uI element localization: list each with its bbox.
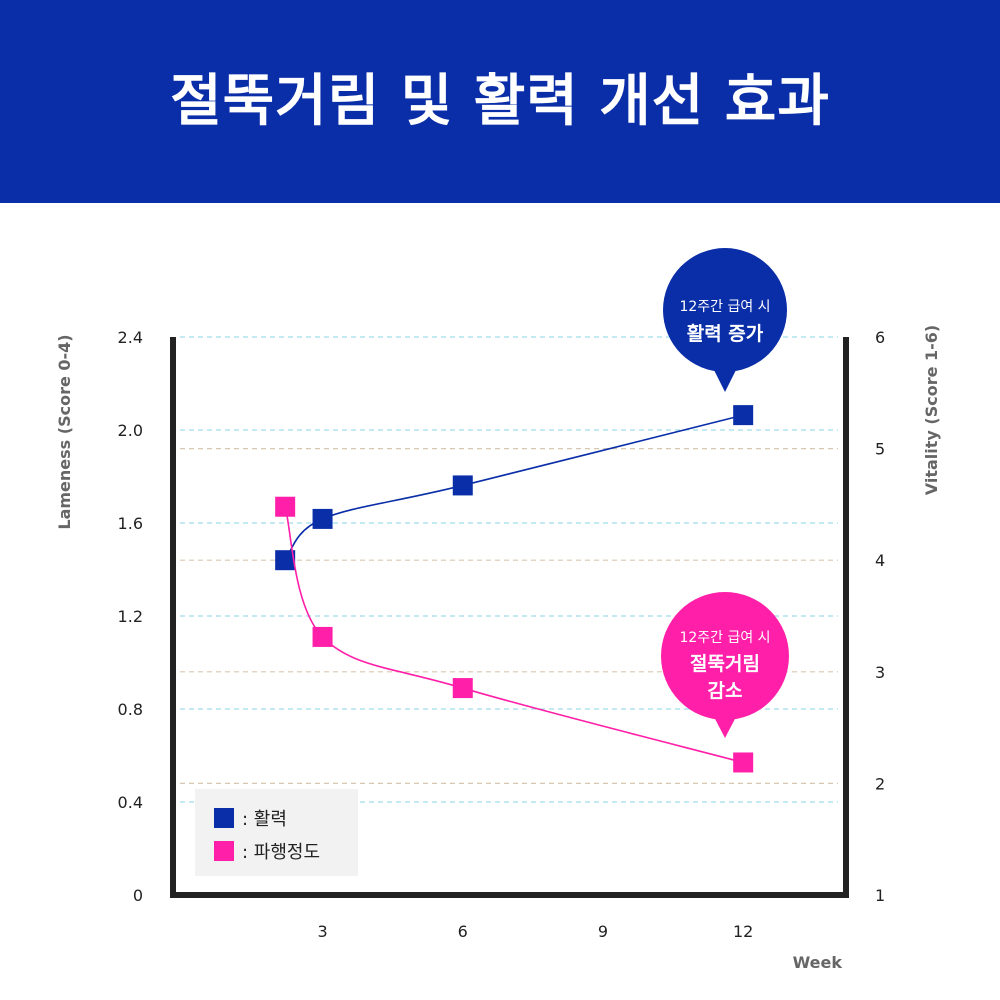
- y-right-axis-title: Vitality (Score 1-6): [922, 325, 941, 496]
- annotation-vitality: 12주간 급여 시 활력 증가: [663, 248, 787, 392]
- legend-label-vitality: : 활력: [242, 809, 287, 830]
- annotation-vitality-line1: 12주간 급여 시: [679, 299, 770, 315]
- legend-swatch-lameness: [214, 841, 234, 861]
- data-point-vitality: [733, 405, 754, 426]
- y-left-tick-label: 2.4: [118, 328, 143, 347]
- y-left-tick-label: 0.4: [118, 793, 143, 812]
- x-tick-label: 6: [458, 922, 468, 941]
- y-right-tick-label: 4: [875, 551, 885, 570]
- y-left-tick-label: 1.6: [118, 514, 143, 533]
- data-point-vitality: [452, 475, 473, 496]
- annotation-lameness-line1: 12주간 급여 시: [679, 630, 770, 646]
- legend: : 활력 : 파행정도: [195, 789, 358, 876]
- legend-label-lameness: : 파행정도: [242, 842, 320, 863]
- data-point-lameness: [312, 626, 333, 647]
- y-left-axis-title: Lameness (Score 0-4): [55, 334, 74, 529]
- annotation-lameness: 12주간 급여 시 절뚝거림 감소: [661, 592, 789, 738]
- x-tick-label: 3: [317, 922, 327, 941]
- y-right-tick-label: 2: [875, 774, 885, 793]
- x-axis-title: Week: [793, 953, 843, 972]
- y-left-tick-label: 0.8: [118, 700, 143, 719]
- series-line-lameness: [284, 506, 744, 764]
- data-point-lameness: [733, 752, 754, 773]
- data-point-lameness: [275, 496, 296, 517]
- x-tick-label: 12: [733, 922, 753, 941]
- y-left-tick-label: 0: [133, 886, 143, 905]
- data-point-lameness: [452, 678, 473, 699]
- annotation-lameness-line2: 절뚝거림: [690, 653, 760, 675]
- annotation-lameness-line3: 감소: [708, 680, 743, 702]
- annotation-vitality-line2: 활력 증가: [687, 323, 764, 345]
- data-point-vitality: [312, 508, 333, 529]
- title-banner: 절뚝거림 및 활력 개선 효과: [0, 0, 1000, 203]
- data-point-vitality: [275, 550, 296, 571]
- series-line-vitality: [284, 414, 744, 561]
- x-tick-label: 9: [598, 922, 608, 941]
- y-right-tick-label: 3: [875, 663, 885, 682]
- annotation-bubble-vitality: [663, 248, 787, 372]
- annotation-bubble-lameness: [661, 592, 789, 720]
- page-title: 절뚝거림 및 활력 개선 효과: [170, 69, 830, 134]
- legend-box: [195, 789, 358, 876]
- y-right-tick-label: 5: [875, 440, 885, 459]
- series-layer: [275, 405, 754, 773]
- y-right-tick-label: 1: [875, 886, 885, 905]
- y-left-tick-label: 1.2: [118, 607, 143, 626]
- annotation-tail-lameness: [713, 715, 737, 738]
- legend-swatch-vitality: [214, 808, 234, 828]
- y-left-tick-label: 2.0: [118, 421, 143, 440]
- y-right-tick-label: 6: [875, 328, 885, 347]
- annotation-tail-vitality: [713, 368, 737, 392]
